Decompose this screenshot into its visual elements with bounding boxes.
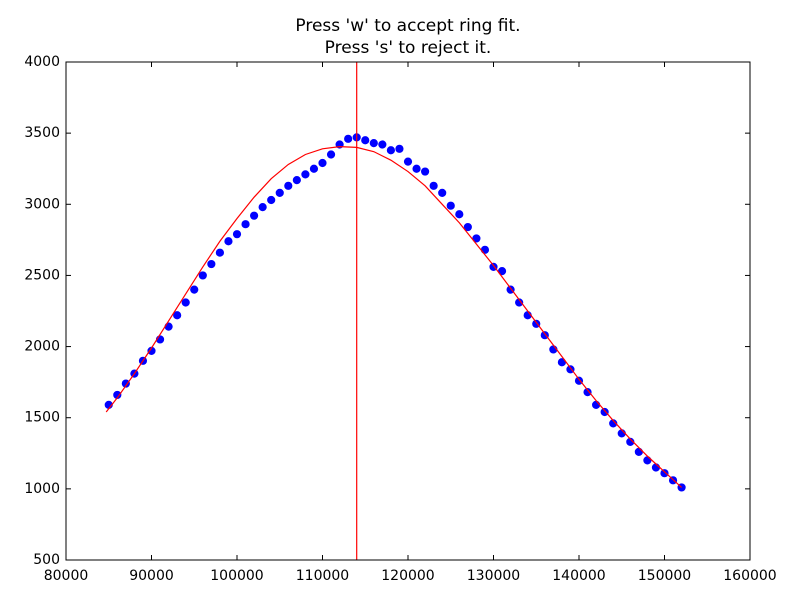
data-point bbox=[224, 237, 233, 246]
x-tick-label: 90000 bbox=[129, 568, 174, 584]
data-point bbox=[267, 195, 276, 205]
y-tick-label: 3000 bbox=[24, 196, 60, 212]
data-point bbox=[369, 139, 378, 148]
x-tick-label: 130000 bbox=[467, 568, 520, 584]
data-point bbox=[284, 181, 293, 190]
chart-title: Press 'w' to accept ring fit. bbox=[295, 16, 520, 36]
x-tick-label: 140000 bbox=[552, 568, 605, 584]
fit-line bbox=[105, 146, 683, 488]
y-tick-label: 3500 bbox=[24, 125, 60, 141]
y-tick-label: 2000 bbox=[24, 339, 60, 355]
data-point bbox=[344, 134, 353, 143]
x-tick-label: 110000 bbox=[296, 568, 349, 584]
data-point bbox=[592, 400, 601, 410]
data-point bbox=[173, 311, 182, 320]
data-point bbox=[660, 469, 669, 478]
data-point bbox=[463, 222, 472, 232]
data-point bbox=[574, 376, 584, 385]
data-point bbox=[258, 203, 267, 212]
data-point bbox=[455, 210, 464, 219]
data-point bbox=[361, 136, 370, 145]
data-point bbox=[232, 230, 242, 239]
y-tick-label: 2500 bbox=[24, 267, 60, 283]
data-point bbox=[472, 234, 481, 243]
x-tick-label: 100000 bbox=[210, 568, 263, 584]
data-point bbox=[429, 181, 438, 190]
data-point bbox=[438, 188, 447, 198]
data-point bbox=[215, 248, 224, 257]
data-point bbox=[292, 175, 301, 185]
data-point bbox=[181, 298, 190, 307]
data-point bbox=[403, 157, 413, 166]
data-point bbox=[318, 158, 327, 168]
data-point bbox=[190, 285, 199, 294]
y-tick-label: 1500 bbox=[24, 410, 60, 426]
data-point bbox=[309, 164, 319, 173]
data-point bbox=[583, 388, 592, 397]
x-tick-label: 160000 bbox=[723, 568, 776, 584]
data-point bbox=[207, 259, 216, 269]
data-point bbox=[600, 407, 609, 417]
data-point bbox=[198, 271, 207, 280]
data-point bbox=[446, 201, 455, 210]
data-point bbox=[121, 379, 130, 388]
data-point bbox=[326, 150, 336, 159]
y-tick-label: 500 bbox=[33, 552, 60, 568]
data-point bbox=[241, 220, 250, 229]
data-point bbox=[386, 146, 395, 155]
data-point bbox=[395, 144, 404, 153]
data-point bbox=[301, 170, 310, 179]
y-tick-label: 4000 bbox=[24, 54, 60, 70]
chart-title: Press 's' to reject it. bbox=[325, 38, 492, 58]
data-point bbox=[275, 188, 284, 198]
data-point bbox=[421, 167, 430, 176]
data-point bbox=[378, 140, 387, 149]
x-tick-label: 150000 bbox=[638, 568, 691, 584]
x-tick-label: 80000 bbox=[44, 568, 89, 584]
data-point bbox=[250, 211, 259, 220]
data-point bbox=[651, 463, 661, 472]
x-tick-label: 120000 bbox=[381, 568, 434, 584]
data-point bbox=[412, 164, 421, 173]
y-tick-label: 1000 bbox=[24, 481, 60, 497]
